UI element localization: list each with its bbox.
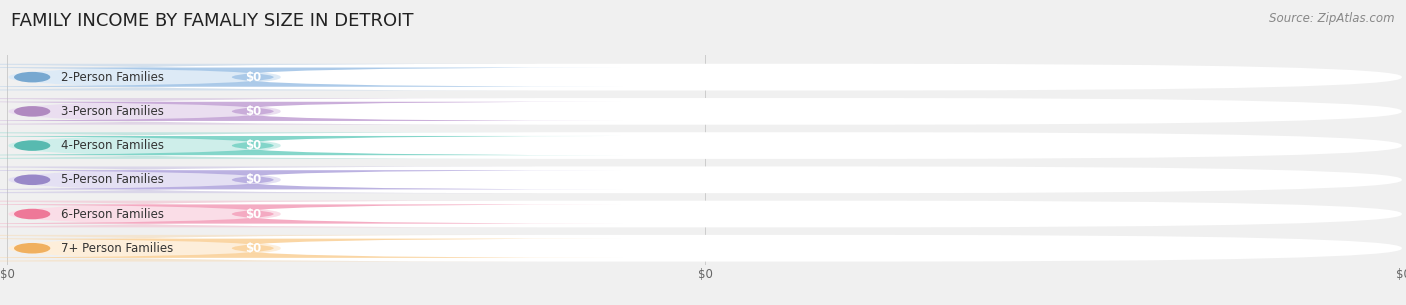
FancyBboxPatch shape — [8, 98, 1402, 125]
Ellipse shape — [14, 72, 51, 82]
Text: $0: $0 — [245, 71, 262, 84]
Ellipse shape — [14, 174, 51, 185]
FancyBboxPatch shape — [0, 98, 538, 125]
FancyBboxPatch shape — [0, 204, 623, 224]
FancyBboxPatch shape — [0, 67, 623, 87]
FancyBboxPatch shape — [0, 235, 538, 262]
Text: 6-Person Families: 6-Person Families — [62, 207, 165, 221]
FancyBboxPatch shape — [8, 167, 1402, 193]
FancyBboxPatch shape — [8, 201, 1402, 227]
FancyBboxPatch shape — [0, 201, 538, 227]
Text: $0: $0 — [245, 139, 262, 152]
Text: $0: $0 — [245, 207, 262, 221]
FancyBboxPatch shape — [0, 170, 623, 189]
Ellipse shape — [14, 243, 51, 253]
FancyBboxPatch shape — [8, 235, 1402, 262]
FancyBboxPatch shape — [0, 167, 538, 193]
Ellipse shape — [14, 140, 51, 151]
Text: Source: ZipAtlas.com: Source: ZipAtlas.com — [1270, 12, 1395, 25]
FancyBboxPatch shape — [0, 136, 623, 155]
FancyBboxPatch shape — [8, 64, 1402, 91]
FancyBboxPatch shape — [0, 102, 623, 121]
Text: $0: $0 — [245, 242, 262, 255]
Text: 3-Person Families: 3-Person Families — [62, 105, 165, 118]
FancyBboxPatch shape — [8, 132, 1402, 159]
Text: 5-Person Families: 5-Person Families — [62, 173, 165, 186]
Ellipse shape — [14, 106, 51, 117]
FancyBboxPatch shape — [0, 64, 538, 91]
Text: $0: $0 — [245, 173, 262, 186]
FancyBboxPatch shape — [0, 239, 623, 258]
Text: 2-Person Families: 2-Person Families — [62, 71, 165, 84]
Ellipse shape — [14, 209, 51, 219]
Text: FAMILY INCOME BY FAMALIY SIZE IN DETROIT: FAMILY INCOME BY FAMALIY SIZE IN DETROIT — [11, 12, 413, 30]
FancyBboxPatch shape — [0, 132, 538, 159]
Text: $0: $0 — [245, 105, 262, 118]
Text: 4-Person Families: 4-Person Families — [62, 139, 165, 152]
Text: 7+ Person Families: 7+ Person Families — [62, 242, 174, 255]
